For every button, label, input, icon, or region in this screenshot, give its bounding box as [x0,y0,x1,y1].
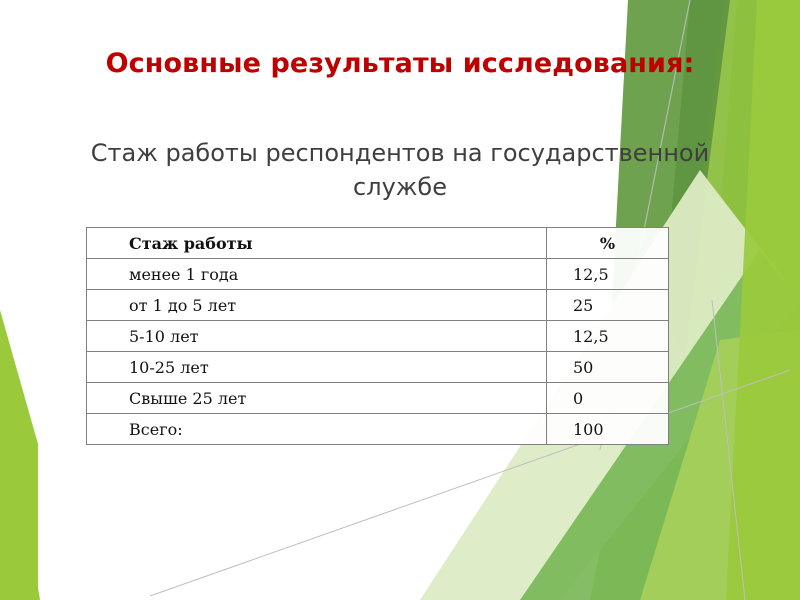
cell-percent-value: 12,5 [546,320,669,352]
table-row: 5-10 лет 12,5 [86,320,669,352]
column-header-experience: Стаж работы [86,227,547,259]
cell-percent-value: 0 [546,382,669,414]
cell-experience-label: 10-25 лет [86,351,547,383]
cell-percent-value: 12,5 [546,258,669,290]
column-header-percent: % [546,227,669,259]
cell-experience-label: 5-10 лет [86,320,547,352]
page-title: Основные результаты исследования: [105,48,695,79]
table-row: менее 1 года 12,5 [86,258,669,290]
table-row: 10-25 лет 50 [86,351,669,383]
table-header-row: Стаж работы % [86,227,669,259]
cell-experience-label: менее 1 года [86,258,547,290]
cell-experience-label: Всего: [86,413,547,445]
cell-percent-value: 25 [546,289,669,321]
table-row: от 1 до 5 лет 25 [86,289,669,321]
cell-experience-label: Свыше 25 лет [86,382,547,414]
cell-percent-value: 100 [546,413,669,445]
cell-percent-value: 50 [546,351,669,383]
slide-subtitle: Стаж работы респондентов на государствен… [90,139,710,201]
work-experience-table: Стаж работы % менее 1 года 12,5 от 1 до … [86,227,669,445]
cell-experience-label: от 1 до 5 лет [86,289,547,321]
table-row: Всего: 100 [86,413,669,445]
table-row: Свыше 25 лет 0 [86,382,669,414]
